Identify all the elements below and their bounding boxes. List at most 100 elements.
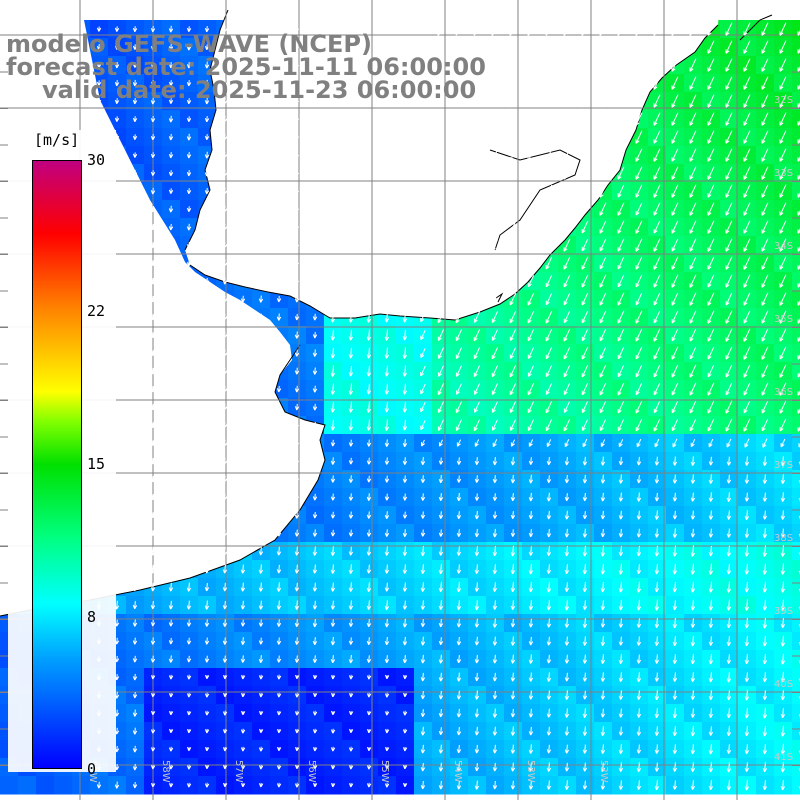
wind-arrow <box>744 726 750 737</box>
wind-arrow <box>132 206 138 213</box>
wind-cell <box>792 596 800 615</box>
wind-arrow <box>312 675 318 680</box>
wind-arrow <box>761 184 769 198</box>
wind-arrow <box>402 582 408 592</box>
wind-arrow <box>276 564 282 574</box>
wind-arrow <box>653 364 661 378</box>
wind-arrow <box>168 547 174 556</box>
wind-arrow <box>600 690 606 700</box>
wind-arrow <box>653 256 661 270</box>
wind-arrow <box>599 148 607 162</box>
wind-arrow <box>635 94 643 108</box>
wind-arrow <box>761 400 769 414</box>
wind-arrow <box>672 456 678 466</box>
wind-arrow <box>150 764 156 770</box>
wind-arrow <box>402 654 408 664</box>
wind-arrow <box>437 238 445 252</box>
wind-arrow <box>312 367 318 375</box>
wind-arrow <box>744 689 750 701</box>
wind-arrow <box>456 511 462 520</box>
wind-arrow <box>186 116 192 123</box>
wind-arrow <box>240 331 246 339</box>
wind-arrow <box>330 311 336 323</box>
wind-arrow <box>204 674 210 680</box>
wind-arrow <box>348 419 354 431</box>
wind-arrow <box>726 510 732 520</box>
wind-arrow <box>437 220 445 234</box>
wind-arrow <box>473 130 481 144</box>
wind-arrow <box>564 672 570 682</box>
wind-arrow <box>240 133 246 141</box>
wind-arrow <box>402 257 407 269</box>
wind-arrow <box>150 170 156 176</box>
wind-arrow <box>222 746 228 752</box>
wind-arrow <box>726 654 732 664</box>
wind-arrow <box>744 563 750 575</box>
wind-arrow <box>204 476 210 483</box>
wind-arrow <box>258 295 264 303</box>
wind-arrow <box>689 418 697 432</box>
wind-arrow <box>528 457 534 465</box>
wind-arrow <box>456 636 462 646</box>
wind-arrow <box>455 184 463 198</box>
wind-arrow <box>654 762 660 772</box>
wind-arrow <box>384 383 390 395</box>
wind-arrow <box>222 728 228 734</box>
wind-arrow <box>240 241 246 249</box>
wind-arrow <box>708 780 714 791</box>
wind-arrow <box>222 349 228 357</box>
wind-arrow <box>186 493 192 501</box>
wind-arrow <box>762 474 768 484</box>
wind-arrow <box>240 530 246 537</box>
wind-arrow <box>186 61 192 69</box>
wind-arrow <box>671 310 679 324</box>
wind-arrow <box>599 76 607 90</box>
wind-arrow <box>240 25 246 33</box>
wind-arrow <box>492 618 498 628</box>
wind-arrow <box>437 148 445 162</box>
wind-arrow <box>528 439 534 447</box>
wind-arrow <box>672 581 678 593</box>
wind-arrow <box>455 166 463 180</box>
wind-arrow <box>780 456 786 467</box>
wind-arrow <box>455 40 463 54</box>
wind-arrow <box>744 744 750 755</box>
wind-arrow <box>240 619 246 627</box>
wind-arrow <box>204 296 210 303</box>
wind-arrow <box>492 564 498 575</box>
wind-arrow <box>761 328 769 342</box>
wind-arrow <box>510 744 516 754</box>
wind-arrow <box>258 728 264 734</box>
wind-arrow <box>455 401 463 414</box>
wind-arrow <box>654 780 660 791</box>
wind-arrow <box>168 350 174 357</box>
wind-arrow <box>294 313 300 321</box>
wind-arrow <box>420 762 426 772</box>
wind-arrow <box>114 781 120 789</box>
wind-cell <box>792 758 800 777</box>
wind-arrow <box>420 41 426 53</box>
wind-arrow <box>150 512 156 519</box>
wind-arrow <box>779 148 787 162</box>
wind-arrow <box>510 726 516 736</box>
wind-arrow <box>132 242 138 248</box>
wind-arrow <box>384 600 390 611</box>
wind-arrow <box>779 202 787 216</box>
wind-arrow <box>168 728 174 734</box>
wind-arrow <box>527 184 535 198</box>
wind-arrow <box>168 475 174 483</box>
wind-arrow <box>150 746 156 752</box>
wind-arrow <box>258 331 264 339</box>
wind-arrow <box>348 457 354 465</box>
wind-arrow <box>276 367 282 375</box>
wind-arrow <box>294 43 300 51</box>
wind-arrow <box>276 619 282 627</box>
wind-arrow <box>762 725 768 737</box>
wind-arrow <box>707 76 715 90</box>
wind-arrow <box>294 133 300 141</box>
wind-arrow <box>528 762 534 772</box>
wind-arrow <box>186 619 192 627</box>
wind-arrow <box>690 545 696 557</box>
wind-arrow <box>222 62 228 69</box>
wind-arrow <box>635 274 643 288</box>
